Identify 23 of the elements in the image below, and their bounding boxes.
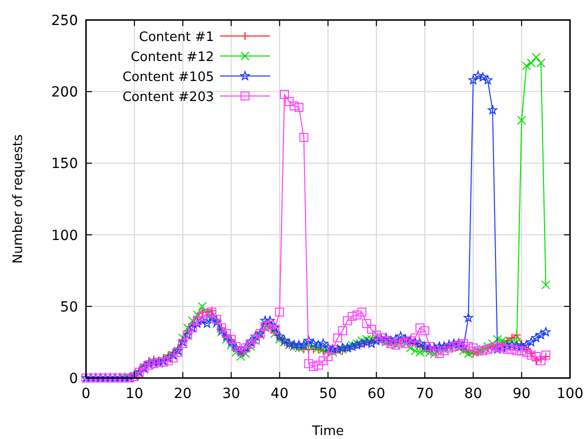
- y-tick-label: 0: [69, 371, 78, 387]
- y-tick-label: 100: [51, 228, 78, 244]
- x-tick-label: 50: [319, 386, 337, 402]
- y-tick-label: 250: [51, 13, 78, 29]
- y-tick-label: 150: [51, 156, 78, 172]
- legend-label: Content #105: [122, 70, 214, 85]
- x-tick-label: 20: [174, 386, 192, 402]
- x-tick-label: 10: [125, 386, 144, 402]
- x-tick-label: 80: [464, 386, 482, 402]
- x-tick-label: 30: [222, 386, 240, 402]
- x-axis-title: Time: [311, 424, 344, 439]
- x-tick-label: 0: [82, 386, 90, 402]
- x-tick-label: 90: [512, 386, 531, 402]
- legend-label: Content #12: [130, 50, 214, 65]
- legend-label: Content #203: [122, 90, 214, 105]
- y-tick-label: 200: [51, 84, 78, 101]
- x-tick-label: 100: [556, 386, 584, 402]
- y-tick-label: 50: [60, 299, 78, 316]
- x-tick-label: 40: [270, 386, 289, 402]
- legend-label: Content #1: [139, 30, 214, 45]
- x-tick-label: 60: [367, 386, 386, 402]
- x-tick-label: 70: [416, 386, 434, 402]
- y-axis-title: Number of requests: [11, 134, 26, 264]
